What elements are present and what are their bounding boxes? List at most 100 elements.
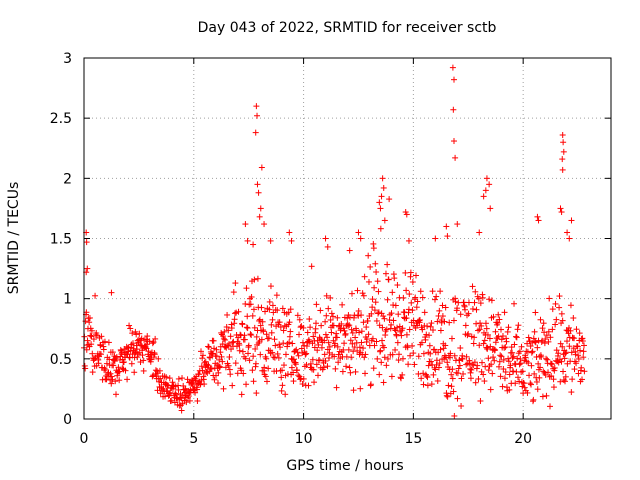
data-point — [124, 351, 131, 358]
y-tick-label: 2.5 — [50, 111, 72, 127]
data-point — [553, 347, 560, 354]
data-point — [356, 329, 363, 336]
data-point — [398, 332, 405, 339]
data-point — [488, 297, 495, 304]
data-point — [558, 209, 565, 216]
data-point — [137, 359, 144, 366]
data-point — [346, 322, 353, 329]
data-point — [167, 389, 174, 396]
data-point — [433, 293, 440, 300]
data-point — [362, 370, 369, 377]
data-point — [314, 347, 321, 354]
data-point — [216, 356, 223, 363]
data-point — [505, 355, 512, 362]
data-point — [525, 334, 532, 341]
data-point — [88, 327, 95, 334]
data-point — [498, 353, 505, 360]
data-point — [445, 382, 452, 389]
data-point — [412, 294, 419, 301]
data-point — [413, 272, 420, 279]
data-point — [452, 154, 459, 161]
data-point — [573, 360, 580, 367]
data-point — [358, 328, 365, 335]
data-point — [418, 339, 425, 346]
data-point — [420, 381, 427, 388]
data-point — [265, 335, 272, 342]
data-point — [322, 235, 329, 242]
data-point — [465, 299, 472, 306]
data-point — [129, 330, 136, 337]
data-point — [340, 346, 347, 353]
data-point — [185, 393, 192, 400]
data-point — [570, 345, 577, 352]
data-point — [262, 373, 269, 380]
data-point — [528, 381, 535, 388]
data-point — [179, 400, 186, 407]
data-point — [478, 368, 485, 375]
data-point — [149, 340, 156, 347]
data-point — [254, 112, 261, 119]
data-point — [92, 292, 99, 299]
data-point — [505, 324, 512, 331]
data-point — [562, 373, 569, 380]
data-point — [478, 322, 485, 329]
data-point — [205, 362, 212, 369]
data-point — [448, 335, 455, 342]
data-point — [300, 324, 307, 331]
data-point — [444, 359, 451, 366]
data-point — [277, 323, 284, 330]
data-point — [523, 348, 530, 355]
data-point — [232, 360, 239, 367]
data-point — [502, 369, 509, 376]
data-point — [359, 290, 366, 297]
data-point — [312, 325, 319, 332]
y-axis-label: SRMTID / TECUs — [6, 182, 22, 295]
data-point — [266, 306, 273, 313]
data-point — [253, 333, 260, 340]
data-point — [227, 371, 234, 378]
data-point — [560, 139, 567, 146]
data-point — [243, 381, 250, 388]
data-point — [100, 346, 107, 353]
data-point — [87, 332, 94, 339]
data-point — [469, 283, 476, 290]
data-point — [450, 138, 457, 145]
data-point — [299, 381, 306, 388]
data-point — [470, 340, 477, 347]
data-point — [377, 225, 384, 232]
data-point — [350, 387, 357, 394]
data-point — [244, 237, 251, 244]
data-point — [420, 370, 427, 377]
data-point — [197, 348, 204, 355]
data-point — [130, 340, 137, 347]
data-point — [352, 334, 359, 341]
data-point — [529, 339, 536, 346]
data-point — [471, 334, 478, 341]
data-point — [529, 348, 536, 355]
data-point — [247, 331, 254, 338]
data-point — [443, 223, 450, 230]
data-point — [505, 358, 512, 365]
data-point — [322, 318, 329, 325]
data-point — [318, 344, 325, 351]
data-point — [279, 305, 286, 312]
x-tick-label: 0 — [80, 431, 89, 447]
data-point — [419, 294, 426, 301]
data-point — [258, 164, 265, 171]
data-point — [228, 325, 235, 332]
data-point — [416, 316, 423, 323]
data-point — [579, 337, 586, 344]
data-point — [465, 330, 472, 337]
data-point — [510, 353, 517, 360]
data-point — [303, 361, 310, 368]
data-point — [105, 339, 112, 346]
data-point — [140, 367, 147, 374]
data-point — [86, 314, 93, 321]
data-point — [473, 320, 480, 327]
data-point — [310, 333, 317, 340]
data-point — [390, 317, 397, 324]
data-point — [247, 301, 254, 308]
x-tick-label: 5 — [189, 431, 198, 447]
data-point — [369, 296, 376, 303]
data-point — [549, 306, 556, 313]
